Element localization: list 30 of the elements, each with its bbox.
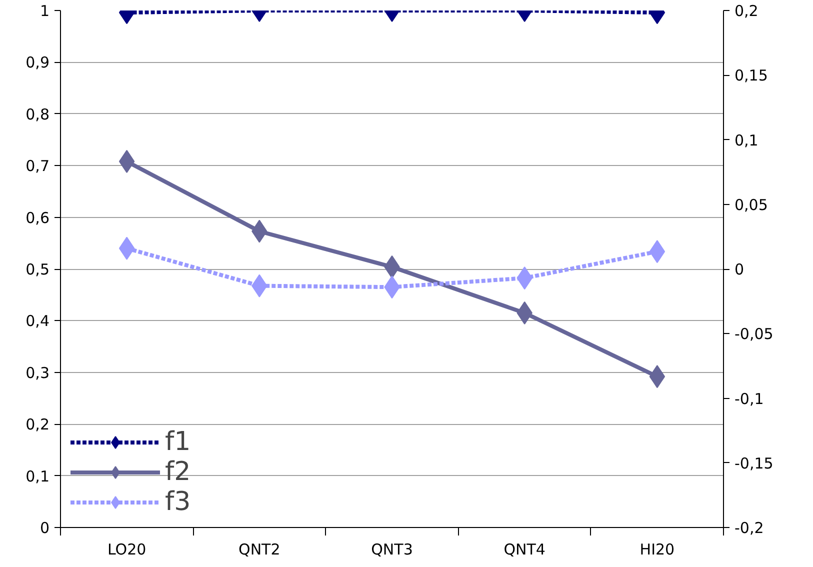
y2-tick-label: 0,15 [734,66,768,85]
y-tick-label: 0,7 [26,157,50,176]
y-tick-label: 0,2 [26,416,50,434]
point [118,236,135,260]
y-tick-label: 0,8 [26,105,50,124]
y-tick-label: 0,4 [26,312,50,330]
y2-tick-label: 0,1 [734,131,758,150]
y2-tick-label: -0,15 [734,454,774,472]
x-tick-label: HI20 [640,540,675,558]
y-tick-label: 0,9 [26,54,50,72]
y2-tick-label: 0,2 [734,2,758,20]
x-tick-label: LO20 [107,540,146,558]
legend-label: f1 [165,427,191,457]
legend-label: f2 [165,457,191,487]
y2-tick-label: 0,05 [734,196,768,214]
y2-tick-label: -0,05 [734,325,774,344]
y-tick-label: 1 [40,2,50,20]
y-tick-label: 0,5 [26,260,50,278]
x-tick-label: QNT3 [371,540,413,558]
legend-label: f3 [165,487,191,517]
point [649,240,666,264]
y-tick-label: 0 [40,519,50,537]
x-tick-label: QNT2 [238,540,280,558]
y2-tick-label: -0,2 [734,519,764,537]
y-tick-label: 0,3 [26,364,50,382]
y-tick-label: 0,6 [26,208,50,227]
y2-tick-label: 0 [734,260,744,278]
x-tick-label: QNT4 [504,540,546,558]
y2-tick-label: -0,1 [734,390,764,408]
y-tick-label: 0,1 [26,467,50,486]
